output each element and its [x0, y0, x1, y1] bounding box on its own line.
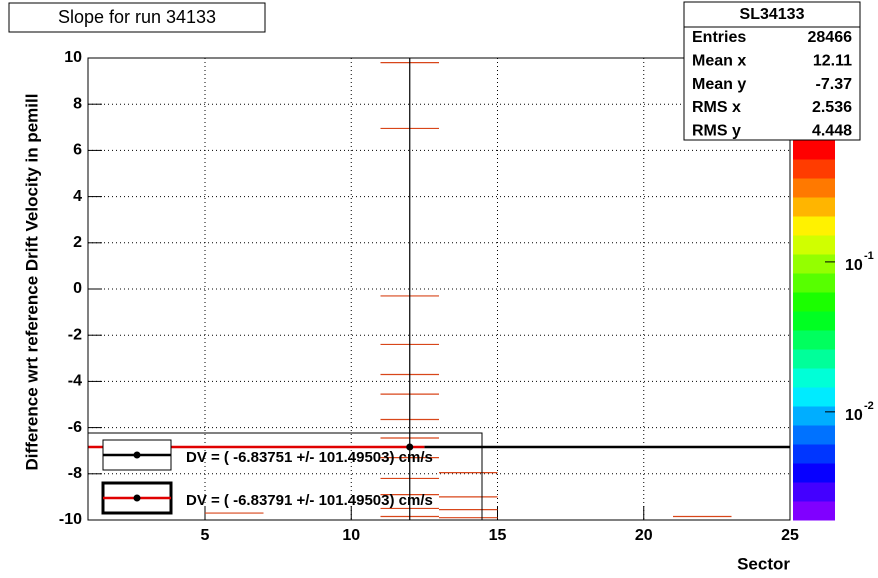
- z-tick-label: 10: [845, 257, 863, 274]
- palette-cell: [793, 159, 835, 179]
- palette-cell: [793, 368, 835, 388]
- stats-value: 28466: [808, 29, 853, 46]
- x-tick-label: 15: [489, 527, 507, 544]
- y-tick-label: -10: [59, 511, 82, 528]
- stats-title: SL34133: [740, 6, 805, 23]
- y-tick-label: -8: [68, 465, 82, 482]
- x-tick-label: 10: [342, 527, 360, 544]
- palette-cell: [793, 444, 835, 464]
- palette-cell: [793, 216, 835, 236]
- title-box: [8, 2, 266, 33]
- x-tick-label: 25: [781, 527, 799, 544]
- legend-label: DV = ( -6.83751 +/- 101.49503) cm/s: [186, 449, 433, 466]
- palette-cell: [793, 387, 835, 407]
- stats-key: Mean x: [692, 53, 746, 70]
- y-tick-label: 2: [73, 234, 82, 251]
- palette-cell: [793, 311, 835, 331]
- palette-cell: [793, 501, 835, 521]
- stats-value: 12.11: [813, 53, 852, 70]
- palette-cell: [793, 349, 835, 369]
- palette-cell: [793, 140, 835, 160]
- palette-cell: [793, 330, 835, 350]
- palette-cell: [793, 425, 835, 445]
- chart-title: Slope for run 34133: [58, 7, 216, 27]
- y-tick-label: 6: [73, 142, 82, 159]
- stats-key: RMS y: [692, 122, 741, 139]
- palette-cell: [793, 406, 835, 426]
- palette-cell: [793, 178, 835, 198]
- legend-box: [87, 432, 483, 521]
- x-tick-label: 5: [201, 527, 210, 544]
- palette-cell: [793, 482, 835, 502]
- x-axis-label: Sector: [737, 554, 790, 573]
- z-tick-label: 10: [845, 407, 863, 424]
- y-tick-label: 4: [73, 188, 82, 205]
- point: [406, 443, 414, 451]
- stats-value: 4.448: [812, 122, 852, 139]
- legend-label: DV = ( -6.83791 +/- 101.49503) cm/s: [186, 492, 433, 509]
- palette-cell: [793, 235, 835, 255]
- z-tick-exponent: -1: [864, 250, 874, 262]
- stats-value: 2.536: [812, 99, 852, 116]
- legend-marker: [133, 451, 141, 459]
- x-tick-label: 20: [635, 527, 653, 544]
- y-axis-label: Difference wrt reference Drift Velocity …: [22, 94, 41, 471]
- palette-cell: [793, 292, 835, 312]
- palette-cell: [793, 254, 835, 274]
- legend: DV = ( -6.83751 +/- 101.49503) cm/s DV = …: [87, 432, 483, 521]
- palette-cell: [793, 463, 835, 483]
- y-tick-label: -6: [68, 419, 82, 436]
- stats-value: -7.37: [816, 76, 853, 93]
- stats-key: RMS x: [692, 99, 741, 116]
- stats-box: [683, 1, 861, 141]
- palette-cell: [793, 273, 835, 293]
- y-tick-label: -4: [68, 373, 82, 390]
- palette-cell: [793, 197, 835, 217]
- y-tick-label: -2: [68, 326, 82, 343]
- y-tick-label: 0: [73, 280, 82, 297]
- stats-key: Entries: [692, 29, 746, 46]
- z-tick-exponent: -2: [864, 400, 874, 412]
- y-tick-label: 8: [73, 95, 82, 112]
- y-tick-label: 10: [64, 49, 82, 66]
- stats-key: Mean y: [692, 76, 746, 93]
- legend-marker: [133, 494, 141, 502]
